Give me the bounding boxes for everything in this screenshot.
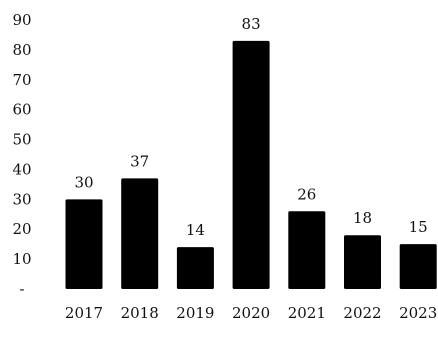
bars <box>65 40 437 289</box>
data-label-2019: 14 <box>186 221 205 239</box>
data-labels: 30 37 14 83 26 18 15 <box>74 15 427 239</box>
bar-2023 <box>399 244 437 289</box>
data-label-2018: 37 <box>130 152 149 170</box>
data-label-2021: 26 <box>297 185 316 203</box>
x-tick-label-2017: 2017 <box>65 304 103 322</box>
y-tick-label: - <box>19 280 24 298</box>
data-label-2020: 83 <box>242 15 261 33</box>
y-axis: - 10 20 30 40 50 60 70 80 90 <box>12 11 31 298</box>
x-tick-label-2022: 2022 <box>343 304 381 322</box>
bar-2022 <box>344 235 381 289</box>
x-tick-label-2023: 2023 <box>399 304 437 322</box>
y-tick-label: 20 <box>12 220 31 238</box>
y-tick-label: 50 <box>12 131 31 149</box>
x-tick-label-2018: 2018 <box>121 304 159 322</box>
y-tick-label: 30 <box>12 190 31 208</box>
y-tick-label: 10 <box>12 250 31 268</box>
x-tick-label-2019: 2019 <box>176 304 214 322</box>
bar-2017 <box>65 199 103 289</box>
data-label-2023: 15 <box>409 218 428 236</box>
bar-2019 <box>176 247 214 289</box>
data-label-2017: 30 <box>74 173 93 191</box>
y-tick-label: 70 <box>12 71 31 89</box>
y-tick-label: 80 <box>12 41 31 59</box>
y-tick-label: 90 <box>12 11 31 29</box>
data-label-2022: 18 <box>353 209 372 227</box>
y-tick-label: 40 <box>12 160 31 178</box>
bar-2020 <box>232 40 270 289</box>
y-tick-label: 60 <box>12 101 31 119</box>
x-axis: 2017 2018 2019 2020 2021 2022 2023 <box>65 304 437 322</box>
x-tick-label-2021: 2021 <box>288 304 326 322</box>
x-tick-label-2020: 2020 <box>232 304 270 322</box>
bar-2018 <box>121 178 159 289</box>
bar-2021 <box>288 211 326 289</box>
